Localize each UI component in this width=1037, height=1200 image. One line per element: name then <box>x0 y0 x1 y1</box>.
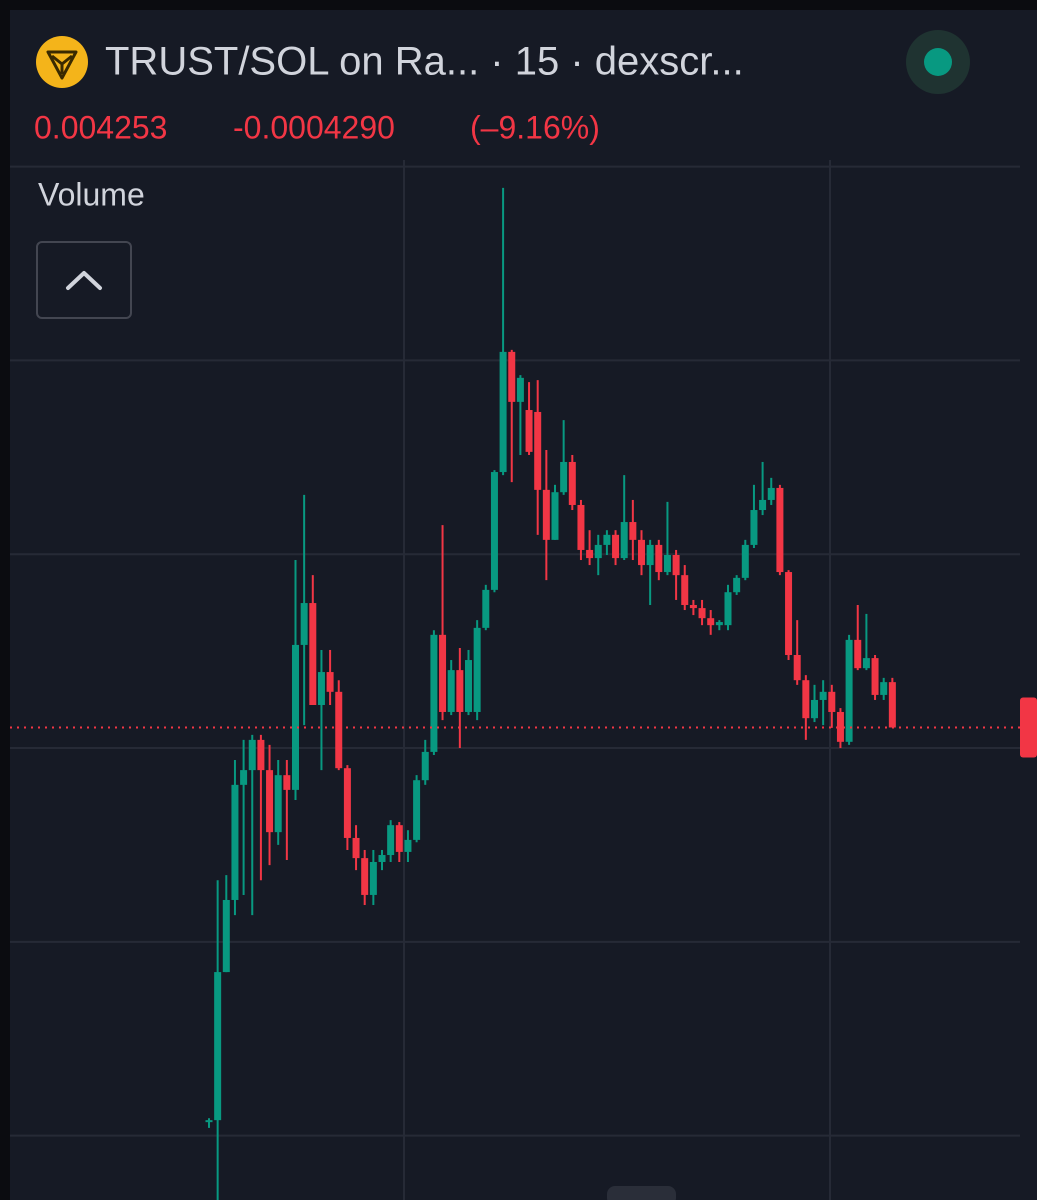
candle-body <box>551 492 559 540</box>
candle-body <box>612 534 620 559</box>
token-logo-icon <box>46 50 78 80</box>
candle-body <box>430 634 438 752</box>
candle-body <box>871 658 879 695</box>
candle-body <box>802 680 810 719</box>
candle-body <box>568 461 576 505</box>
candle-body <box>733 577 741 593</box>
candle-body <box>880 682 888 695</box>
candle-body <box>776 487 784 573</box>
candle-body <box>508 351 516 402</box>
candle-body <box>335 691 343 769</box>
candle-body <box>646 544 654 566</box>
candle-body <box>672 554 680 576</box>
last-price: 0.004253 <box>34 109 167 145</box>
candle-body <box>534 411 542 490</box>
token-logo <box>36 36 88 88</box>
candle-body <box>456 670 464 712</box>
candle-body <box>274 775 282 833</box>
candle-body <box>845 639 853 742</box>
candle-body <box>300 603 308 645</box>
candles <box>205 187 896 1200</box>
candle-body <box>854 639 862 669</box>
candle-body <box>577 504 585 550</box>
candle-body <box>525 410 533 452</box>
candle-body <box>785 572 793 655</box>
candle-body <box>352 837 360 859</box>
candle-body <box>638 539 645 566</box>
candle-body <box>205 1120 213 1123</box>
candle-body <box>369 861 377 895</box>
candle-body <box>309 603 317 706</box>
candle-body <box>257 739 265 771</box>
candle-body <box>811 699 818 719</box>
candle-body <box>439 634 447 712</box>
candle-body <box>603 534 611 545</box>
candle-body <box>724 592 732 626</box>
candle-body <box>421 751 429 781</box>
candle-body <box>689 604 697 609</box>
candle-body <box>594 544 602 559</box>
candle-body <box>819 691 827 700</box>
status-dot <box>924 48 952 76</box>
candle-body <box>395 825 403 852</box>
candle-body <box>378 855 386 862</box>
candle-body <box>499 351 507 473</box>
candle-body <box>681 575 689 605</box>
chevron-icon <box>66 271 102 290</box>
candle-body <box>266 770 274 833</box>
candle-body <box>404 839 412 852</box>
chart-panel <box>10 10 1037 1200</box>
candle-body <box>888 682 896 728</box>
candle-body <box>759 499 767 511</box>
candle-body <box>750 510 758 545</box>
candle-body <box>516 377 524 402</box>
candle-body <box>586 549 594 559</box>
candle-body <box>447 670 455 712</box>
candle-body <box>698 608 706 619</box>
candle-body <box>542 489 550 540</box>
candle-body <box>836 711 844 742</box>
candle-body <box>655 544 663 573</box>
candle-body <box>240 770 248 785</box>
candle-body <box>793 654 801 681</box>
candle-body <box>214 972 222 1121</box>
candle-body <box>473 627 481 712</box>
candle-body <box>707 618 715 626</box>
candle-body <box>767 487 775 500</box>
candle-body <box>465 660 472 712</box>
symbol-title: TRUST/SOL on Ra... · 15 · dexscr... <box>105 40 744 84</box>
candle-body <box>326 672 334 692</box>
candle-body <box>317 672 325 706</box>
indicator-label: Volume <box>38 176 145 212</box>
candle-body <box>741 544 749 578</box>
candle-body <box>715 622 723 626</box>
candle-body <box>292 644 299 790</box>
candle-body <box>387 825 395 856</box>
candle-body <box>361 858 369 895</box>
candle-body <box>231 784 239 900</box>
candle-body <box>560 461 568 493</box>
candle-body <box>490 472 498 590</box>
price-change: -0.0004290 <box>233 109 395 145</box>
candle-body <box>629 522 637 540</box>
last-price-tag <box>1020 697 1037 758</box>
candle-body <box>482 589 490 628</box>
candle-body <box>222 899 230 973</box>
overlay <box>10 697 1037 758</box>
price-change-percent: (–9.16%) <box>470 109 600 145</box>
candle-body <box>828 691 836 712</box>
collapse-button[interactable] <box>36 241 132 319</box>
candle-body <box>283 775 291 790</box>
candle-body <box>620 522 628 559</box>
candle-body <box>862 658 870 669</box>
candle-body <box>663 554 671 573</box>
candle-body <box>343 768 351 838</box>
candle-body <box>413 780 421 840</box>
grid <box>10 165 1020 1137</box>
scroll-handle[interactable] <box>607 1186 676 1200</box>
candle-body <box>248 739 256 771</box>
